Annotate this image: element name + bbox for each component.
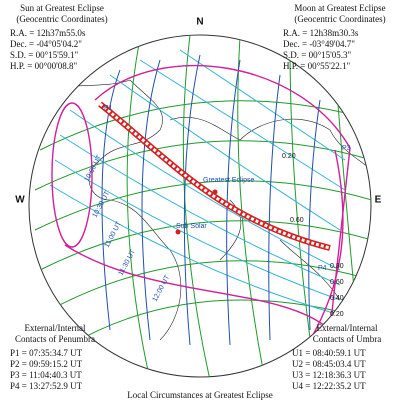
compass-north: N xyxy=(196,17,203,28)
contact-label: P1 xyxy=(104,105,113,112)
umbra-title: External/Internal xyxy=(317,323,378,333)
greatest-eclipse-point xyxy=(212,189,218,195)
umbra-line: U3 = 12:18:36.3 UT xyxy=(292,370,366,380)
sun-subtitle: (Geocentric Coordinates) xyxy=(16,14,107,24)
sun-line: Dec. = -04°05'04.2" xyxy=(10,39,82,49)
sun-title: Sun at Greatest Eclipse xyxy=(20,3,104,13)
magnitude-label: 0.60 xyxy=(330,279,344,286)
moon-line: Dec. = -03°49'04.7" xyxy=(283,39,355,49)
penumbra-line: P4 = 13:27:52.9 UT xyxy=(10,381,83,391)
magnitude-labels: 0.20 0.60 0.80 0.60 0.40 0.20 xyxy=(282,153,344,318)
penumbra-line: P3 = 11:04:40.3 UT xyxy=(10,370,82,380)
contact-label: P4 xyxy=(318,265,327,272)
umbra-line: U2 = 08:45:03.4 UT xyxy=(292,359,366,369)
umbra-line: U4 = 12:22:35.2 UT xyxy=(292,381,366,391)
umbra-line: U1 = 08:40:59.1 UT xyxy=(292,348,366,358)
penumbra-line: P2 = 09:59:15.2 UT xyxy=(10,359,83,369)
compass-west: W xyxy=(15,195,25,206)
greatest-eclipse-label: Greatest Eclipse xyxy=(203,177,254,184)
magnitude-label: 0.20 xyxy=(330,311,344,318)
sun-line: S.D. = 00°15'59.1" xyxy=(10,50,79,60)
penumbra-subtitle: Contacts of Penumbra xyxy=(15,334,95,344)
contact-label: P3 xyxy=(342,145,351,152)
sub-solar-label: Sub Solar xyxy=(176,223,207,230)
compass-east: E xyxy=(375,195,382,206)
graticule xyxy=(34,35,371,377)
magnitude-label: 0.80 xyxy=(330,263,344,270)
penumbra-line: P1 = 07:35:34.7 UT xyxy=(10,348,83,358)
moon-subtitle: (Geocentric Coordinates) xyxy=(294,14,385,24)
moon-line: S.D. = 00°15'05.3" xyxy=(283,50,352,60)
moon-line: H.P. = 00°55'22.1" xyxy=(283,61,351,71)
sun-line: H.P. = 00°00'08.8" xyxy=(10,61,78,71)
magnitude-label: 0.40 xyxy=(330,295,344,302)
magnitude-label: 0.20 xyxy=(282,153,296,160)
sun-line: R.A. = 12h37m55.0s xyxy=(10,28,86,38)
sub-solar-point xyxy=(175,229,181,235)
footer: Local Circumstances at Greatest Eclipse xyxy=(127,390,272,400)
penumbra-title: External/Internal xyxy=(25,323,86,333)
time-lines xyxy=(101,54,321,346)
moon-title: Moon at Greatest Eclipse xyxy=(294,3,385,13)
umbra-path xyxy=(98,101,331,251)
umbra-subtitle: Contacts of Umbra xyxy=(313,334,381,344)
penumbra-limits xyxy=(51,64,351,341)
map-layer xyxy=(29,35,371,377)
magnitude-label: 0.60 xyxy=(290,217,304,224)
moon-line: R.A. = 12h38m30.3s xyxy=(283,28,359,38)
